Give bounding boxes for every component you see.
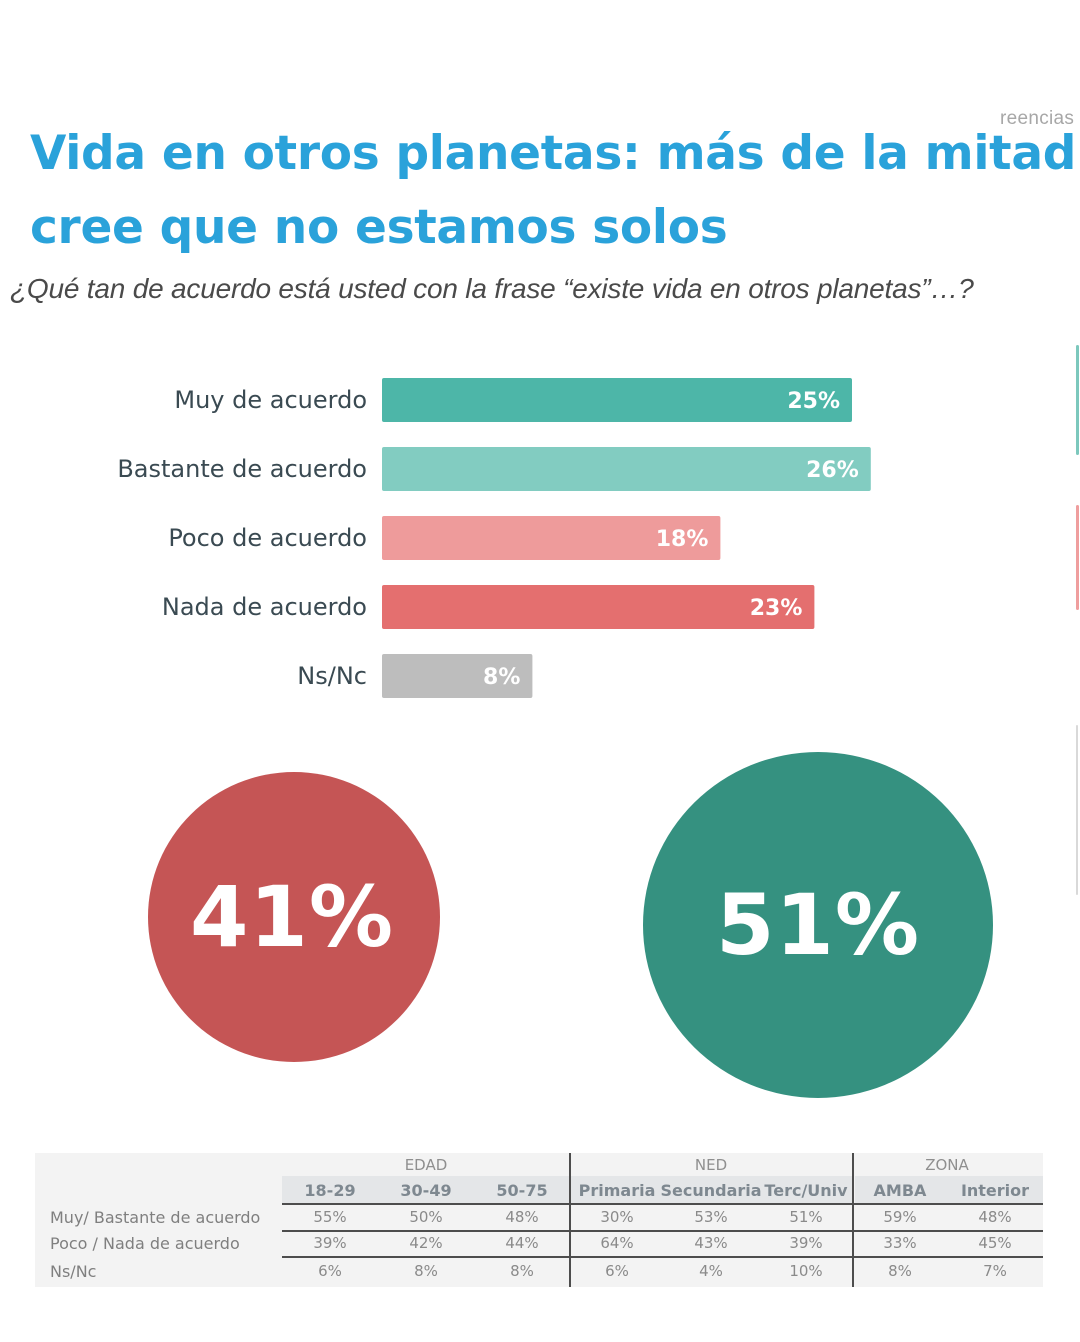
table-cell: 30% (600, 1208, 634, 1226)
header-band-edad (282, 1176, 569, 1204)
bar-value-label: 26% (806, 458, 859, 483)
agreement-bar-chart: Muy de acuerdo 25% Bastante de acuerdo 26% P… (117, 378, 871, 698)
table-cell: 8% (414, 1262, 438, 1280)
page-title-line-1: Vida en otros planetas: más de la mitad (30, 126, 1077, 181)
table-divider (852, 1153, 854, 1287)
column-header: Terc/Univ (764, 1181, 848, 1200)
table-cell: 6% (318, 1262, 342, 1280)
table-cell: 10% (789, 1262, 823, 1280)
header-band-zona (855, 1176, 1043, 1204)
negative-total-circle: 41% (148, 772, 440, 1062)
header-band-ned (571, 1176, 852, 1204)
edge-mark-red (1076, 505, 1079, 610)
edge-mark-teal (1076, 345, 1079, 455)
table-cell: 48% (505, 1208, 539, 1226)
table-cell: 43% (694, 1234, 728, 1252)
bar (382, 585, 815, 629)
positive-total-value: 51% (715, 876, 921, 974)
group-label-zona: ZONA (925, 1156, 969, 1174)
bar-value-label: 8% (483, 665, 520, 690)
table-rule (282, 1203, 1043, 1205)
table-cell: 7% (983, 1262, 1007, 1280)
table-cell: 50% (409, 1208, 443, 1226)
row-label: Muy/ Bastante de acuerdo (50, 1208, 261, 1227)
bar-value-label: 25% (787, 389, 840, 414)
table-cell: 59% (883, 1208, 917, 1226)
bar-value-label: 23% (750, 596, 803, 621)
bar-value-label: 18% (656, 527, 709, 552)
column-header: 50-75 (496, 1181, 548, 1200)
table-cell: 42% (409, 1234, 443, 1252)
table-cell: 51% (789, 1208, 823, 1226)
survey-question: ¿Qué tan de acuerdo está usted con la fr… (10, 273, 974, 304)
table-cell: 45% (978, 1234, 1012, 1252)
bar (382, 447, 871, 491)
bar (382, 378, 852, 422)
page-title-line-2: cree que no estamos solos (30, 200, 728, 255)
positive-total-circle: 51% (643, 752, 993, 1098)
row-label: Ns/Nc (50, 1262, 97, 1281)
table-rule (282, 1256, 1043, 1258)
column-header: Interior (960, 1181, 1030, 1200)
table-cell: 55% (313, 1208, 347, 1226)
crosstab-table: EDAD NED ZONA 18-29 30-49 50-75 Primaria… (35, 1153, 1043, 1287)
bar (382, 654, 533, 698)
table-cell: 33% (883, 1234, 917, 1252)
column-header: Secundaria (660, 1181, 762, 1200)
table-cell: 8% (888, 1262, 912, 1280)
bar-category-label: Bastante de acuerdo (117, 455, 367, 483)
table-cell: 6% (605, 1262, 629, 1280)
column-header: 30-49 (400, 1181, 452, 1200)
table-cell: 8% (510, 1262, 534, 1280)
column-header: 18-29 (304, 1181, 356, 1200)
group-label-ned: NED (694, 1156, 728, 1174)
column-header: Primaria (578, 1181, 656, 1200)
table-cell: 53% (694, 1208, 728, 1226)
table-cell: 44% (505, 1234, 539, 1252)
table-cell: 48% (978, 1208, 1012, 1226)
table-divider (569, 1153, 571, 1287)
bar-category-label: Nada de acuerdo (162, 593, 367, 621)
row-label: Poco / Nada de acuerdo (50, 1234, 240, 1253)
bar (382, 516, 721, 560)
bar-category-label: Poco de acuerdo (168, 524, 367, 552)
table-cell: 64% (600, 1234, 634, 1252)
table-rule (282, 1230, 1043, 1232)
bar-category-label: Ns/Nc (297, 662, 367, 690)
group-label-edad: EDAD (404, 1156, 448, 1174)
table-cell: 39% (789, 1234, 823, 1252)
bar-category-label: Muy de acuerdo (174, 386, 367, 414)
table-cell: 4% (699, 1262, 723, 1280)
table-cell: 39% (313, 1234, 347, 1252)
edge-mark-grey (1076, 725, 1078, 895)
brand-fragment: reencias (1000, 108, 1075, 129)
column-header: AMBA (873, 1181, 927, 1200)
negative-total-value: 41% (189, 868, 395, 966)
